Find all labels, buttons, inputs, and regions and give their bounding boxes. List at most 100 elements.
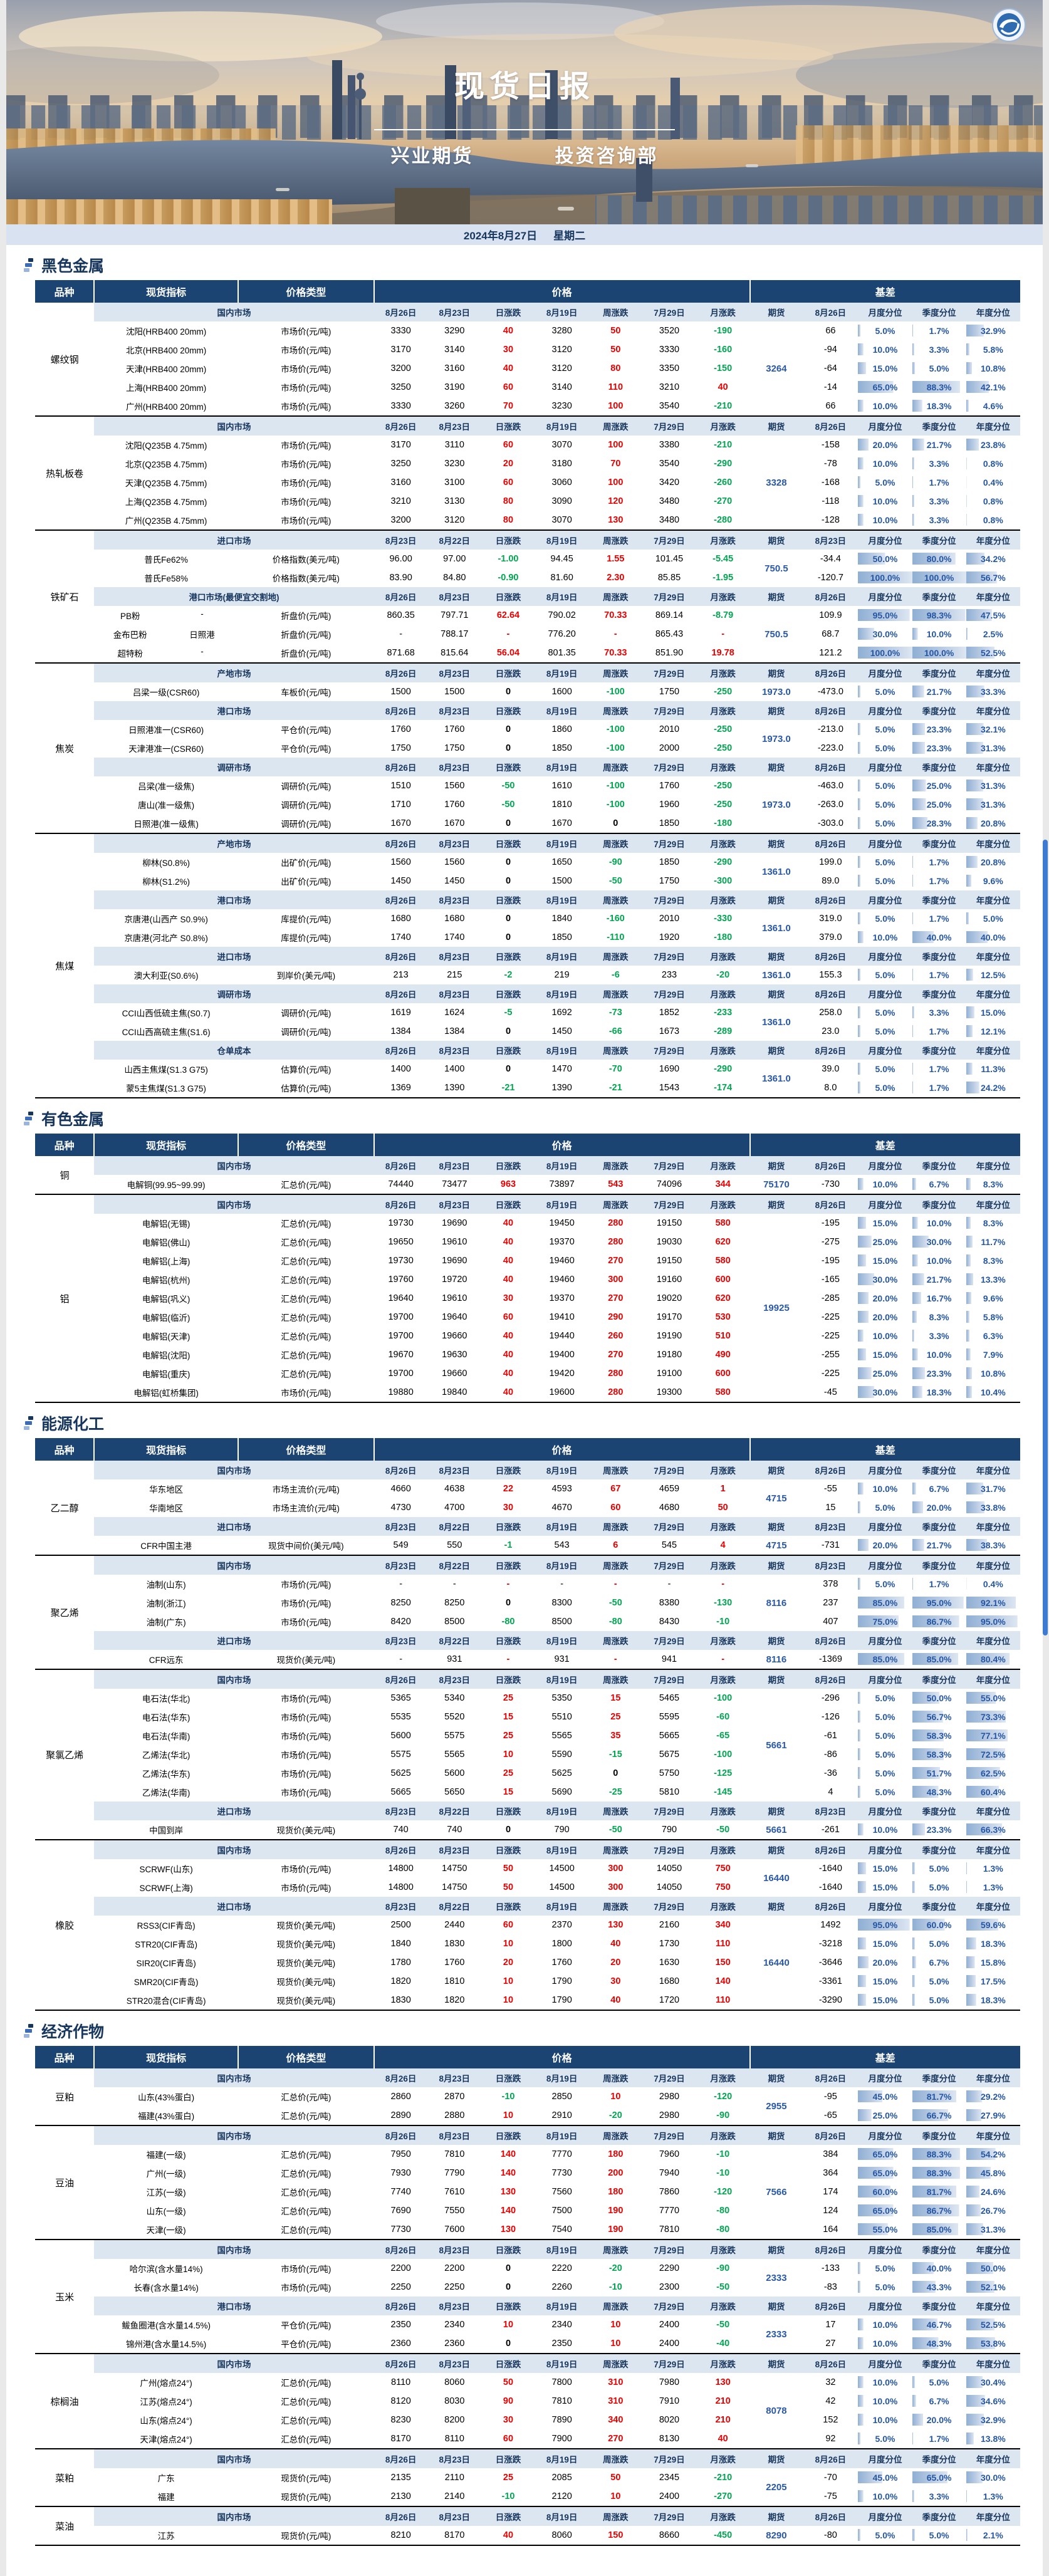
change-cell: -50	[501, 781, 515, 791]
change-cell: 280	[608, 1387, 624, 1397]
date-col-header: 8月23日	[427, 2506, 482, 2526]
change-cell: 140	[500, 2149, 516, 2159]
price-cell: 5575	[444, 1731, 465, 1741]
yearly-percentile-cell: 1.3%	[966, 1859, 1020, 1878]
price-cell: 73897	[549, 1179, 575, 1189]
indicator-cell: 福建	[157, 2493, 175, 2502]
monthly-percentile-cell: 95.0%	[858, 606, 912, 625]
price-type-cell: 市场价(元/吨)	[281, 1770, 331, 1779]
quarterly-percentile-cell: 5.0%	[912, 2373, 966, 2392]
price-cell: 1730	[659, 1939, 680, 1949]
futures-cell: 5661	[766, 1824, 787, 1835]
price-cell: 8660	[659, 2530, 680, 2540]
monthly-percentile-cell: 50.0%	[858, 550, 912, 568]
change-cell: 130	[715, 2377, 731, 2387]
futures-col-header: 期货	[749, 701, 803, 720]
quarterly-percentile-header: 季度分位	[912, 1194, 966, 1214]
table-row: 吕梁一级(CSR60) 车板价(元/吨) 1500 1500 0 1600 -100 1750…	[35, 682, 1020, 701]
price-cell: 1740	[444, 932, 465, 942]
price-type-cell: 市场价(元/吨)	[281, 1389, 331, 1398]
date-col-header: 8月23日	[373, 1555, 428, 1575]
basis-date-col-header: 8月26日	[803, 947, 859, 966]
price-cell: 2140	[444, 2491, 465, 2501]
change-cell: -250	[714, 687, 733, 697]
price-cell: 7810	[551, 2396, 572, 2406]
date-col-header: 7月29日	[642, 890, 696, 909]
change-cell: -233	[714, 1008, 733, 1018]
monthly-percentile-cell: 5.0%	[858, 1764, 912, 1783]
basis-date-col-header: 8月26日	[803, 2448, 859, 2468]
yearly-percentile-header: 年度分位	[966, 890, 1020, 909]
basis-cell: -223.0	[817, 743, 843, 753]
date-col-header: 8月23日	[427, 1669, 482, 1689]
price-cell: 1500	[444, 687, 465, 697]
price-cell: 5510	[551, 1712, 572, 1722]
price-cell: 74440	[388, 1179, 414, 1189]
scrollbar-thumb[interactable]	[1043, 840, 1048, 1635]
price-type-cell: 调研价(元/吨)	[281, 801, 331, 810]
date-col-header: 8月23日	[427, 984, 482, 1003]
monthly-percentile-cell: 10.0%	[858, 1327, 912, 1345]
price-type-cell: 平仓价(元/吨)	[281, 726, 331, 735]
price-cell: 1600	[551, 687, 572, 697]
col-header-price: 价格	[373, 2046, 750, 2068]
price-cell: 5590	[551, 1749, 572, 1760]
date-col-header: 月涨跌	[696, 758, 750, 776]
change-cell: 10	[610, 2320, 621, 2330]
date-col-header: 8月19日	[535, 1194, 589, 1214]
quarterly-percentile-cell: 95.0%	[912, 1593, 966, 1612]
price-cell: 3330	[390, 326, 411, 336]
date-col-header: 7月29日	[642, 415, 696, 435]
change-cell: -50	[716, 1825, 730, 1835]
basis-cell: 23.0	[822, 1026, 840, 1036]
monthly-percentile-cell: 20.0%	[858, 1953, 912, 1972]
date-col-header: 8月26日	[373, 2353, 428, 2373]
date-col-header: 周涨跌	[588, 2506, 643, 2526]
data-table: 品种 现货指标 价格类型 价格 基差铜国内市场 8月26日 8月23日 日涨跌 8月19日 周涨跌…	[35, 1134, 1020, 1403]
price-cell: 3230	[551, 401, 572, 411]
table-row: SCRWF(山东) 市场价(元/吨) 14800 14750 50 14500 300 140…	[35, 1859, 1020, 1884]
yearly-percentile-cell: 32.9%	[966, 2411, 1020, 2429]
price-type-cell: 汇总价(元/吨)	[281, 1257, 331, 1266]
indicator-cell: 电石法(华东)	[142, 1713, 190, 1723]
basis-cell: -36	[823, 1768, 837, 1778]
section-title-text: 能源化工	[41, 1416, 105, 1433]
change-cell: 750	[715, 1864, 731, 1874]
quarterly-percentile-cell: 5.0%	[912, 1878, 966, 1897]
section-squares-icon	[23, 1112, 35, 1125]
price-cell: 19700	[388, 1369, 414, 1379]
indicator-cell: STR20(CIF青岛)	[135, 1940, 197, 1949]
date-col-header: 8月19日	[535, 833, 589, 853]
price-cell: 543	[554, 1540, 570, 1550]
monthly-percentile-cell: 65.0%	[858, 2145, 912, 2164]
quarterly-percentile-cell: 40.0%	[912, 928, 966, 947]
price-cell: 3380	[659, 440, 680, 450]
change-cell: -10	[716, 1617, 730, 1627]
indicator-name: 超特粉	[117, 649, 143, 659]
yearly-percentile-header: 年度分位	[966, 1041, 1020, 1060]
monthly-percentile-cell: 25.0%	[858, 2106, 912, 2125]
date-col-header: 8月23日	[373, 1802, 428, 1820]
change-cell: -160	[606, 914, 625, 924]
quarterly-percentile-header: 季度分位	[912, 2297, 966, 2315]
indicator-cell: 福建(43%蛋白)	[138, 2112, 195, 2121]
price-cell: 19660	[442, 1369, 467, 1379]
futures-cell: 2333	[766, 2272, 787, 2283]
price-cell: 5340	[444, 1693, 465, 1703]
basis-cell: 42	[825, 2396, 836, 2406]
indicator-cell: 吕梁(准一级焦)	[138, 782, 195, 791]
change-cell: -	[506, 1579, 510, 1589]
date-col-header: 周涨跌	[588, 1461, 643, 1479]
date-col-header: 月涨跌	[696, 2239, 750, 2259]
table-row: 江苏(一级) 汇总价(元/吨) 7740 7610 130 7560 180 7860 -120…	[35, 2182, 1020, 2201]
variety-cell: 焦炭	[35, 662, 95, 833]
table-row: SCRWF(上海) 市场价(元/吨) 14800 14750 50 14500 300 140…	[35, 1878, 1020, 1897]
monthly-percentile-cell: 60.0%	[858, 2182, 912, 2201]
change-cell: -5	[504, 1008, 513, 1018]
price-cell: 2910	[551, 2110, 572, 2120]
yearly-percentile-cell: 38.3%	[966, 1536, 1020, 1555]
monthly-percentile-header: 月度分位	[858, 1194, 912, 1214]
price-cell: 3070	[551, 515, 572, 525]
date-col-header: 月涨跌	[696, 303, 750, 321]
market-label: 国内市场	[94, 2506, 374, 2526]
